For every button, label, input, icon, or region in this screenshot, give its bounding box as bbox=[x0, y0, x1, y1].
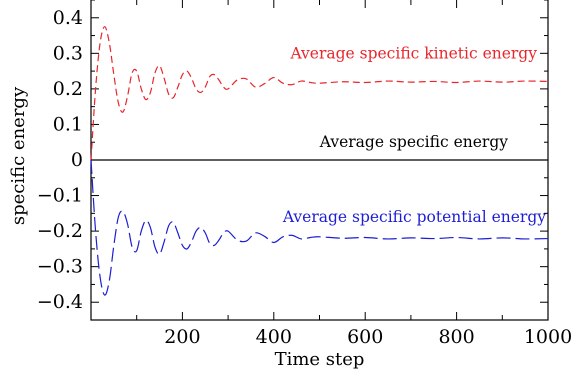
x-tick-label: 800 bbox=[438, 326, 474, 348]
y-tick-label: 0 bbox=[71, 149, 83, 171]
series-label-total: Average specific energy bbox=[319, 133, 508, 151]
y-tick-label: 0.4 bbox=[53, 7, 83, 29]
y-tick-label: 0.1 bbox=[53, 113, 83, 135]
series-line-potential bbox=[90, 159, 549, 296]
series-label-kinetic: Average specific kinetic energy bbox=[289, 44, 537, 62]
x-tick-label: 400 bbox=[256, 326, 292, 348]
series-label-potential: Average specific potential energy bbox=[282, 208, 546, 226]
series-lines bbox=[90, 26, 549, 296]
y-tick-label: −0.1 bbox=[37, 185, 83, 207]
x-tick-label: 1000 bbox=[524, 326, 572, 348]
x-tick-label: 600 bbox=[347, 326, 383, 348]
series-labels: Average specific kinetic energy Average … bbox=[282, 44, 546, 226]
y-tick-label: −0.2 bbox=[37, 220, 83, 242]
x-tick-label: 200 bbox=[164, 326, 200, 348]
y-tick-label: −0.3 bbox=[37, 256, 83, 278]
y-axis-title: specific energy bbox=[8, 86, 29, 225]
series-line-kinetic bbox=[90, 26, 549, 161]
x-axis-title: Time step bbox=[275, 349, 365, 370]
x-axis-ticks: 200 400 600 800 1000 bbox=[136, 0, 572, 348]
y-tick-label: −0.4 bbox=[37, 291, 83, 313]
y-tick-label: 0.3 bbox=[53, 42, 83, 64]
plot-area: 200 400 600 800 1000 −0.4 −0.3 −0.2 −0.1 0 0.1 0.2… bbox=[37, 0, 572, 348]
y-axis-ticks: −0.4 −0.3 −0.2 −0.1 0 0.1 0.2 0.3 0.4 bbox=[37, 0, 548, 321]
y-tick-label: 0.2 bbox=[53, 78, 83, 100]
